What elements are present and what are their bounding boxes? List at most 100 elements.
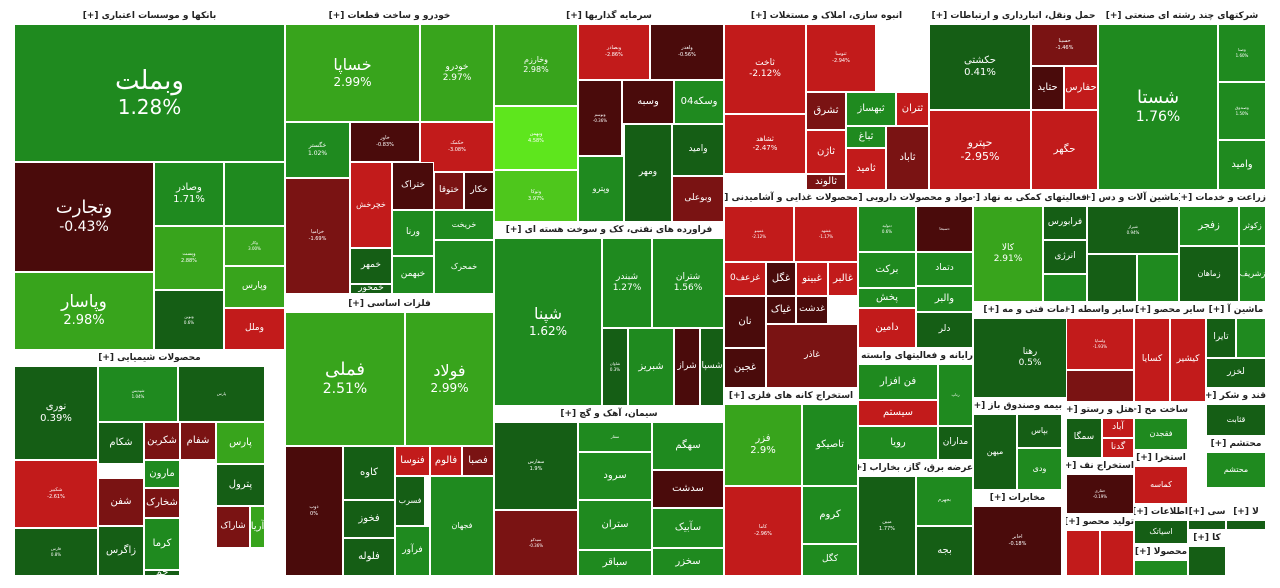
stock-tile[interactable]: زفجر: [1179, 206, 1239, 246]
sector-title[interactable]: اطلاعات [+]: [1134, 504, 1188, 520]
stock-tile[interactable]: وپارس: [224, 266, 285, 308]
sector-title[interactable]: عرضه برق، گاز، بخاراب [+]: [858, 460, 973, 476]
stock-tile[interactable]: وسبه: [622, 80, 674, 124]
stock-tile[interactable]: وصندوق 1.50%: [1218, 82, 1266, 140]
stock-tile[interactable]: ومهر: [624, 124, 672, 222]
stock-tile[interactable]: انرژی: [1043, 240, 1087, 274]
stock-tile[interactable]: ثامید: [846, 148, 886, 190]
stock-tile[interactable]: دسبحا: [916, 206, 973, 252]
stock-tile[interactable]: فزر 2.9%: [724, 404, 802, 486]
sector-title[interactable]: فعالیتهای کمکی به نهاد [+]: [973, 190, 1087, 206]
stock-tile[interactable]: سباقر: [578, 550, 652, 576]
stock-tile[interactable]: خساپا 2.99%: [285, 24, 420, 122]
sector-title[interactable]: هتل و رستو [+]: [1066, 402, 1134, 418]
stock-tile[interactable]: مداران: [938, 426, 973, 460]
stock-tile[interactable]: مارون: [144, 460, 180, 488]
stock-tile[interactable]: وپاسار 2.98%: [14, 272, 154, 350]
stock-tile[interactable]: فنوسا: [395, 446, 430, 476]
sector-title[interactable]: شرکتهای چند رشته ای صنعتی [+]: [1098, 8, 1266, 24]
stock-tile[interactable]: وملل: [224, 308, 285, 350]
stock-tile[interactable]: آباد: [1102, 418, 1134, 438]
stock-tile[interactable]: غیاک: [766, 296, 796, 324]
stock-tile[interactable]: [1066, 530, 1100, 576]
stock-tile[interactable]: اسیاتک: [1134, 520, 1188, 544]
sector-title[interactable]: محصولات غذایی و آشامیدنی [+]: [724, 190, 858, 206]
stock-tile[interactable]: شپدیس 1.04%: [98, 366, 178, 422]
stock-tile[interactable]: وکار 3.00%: [224, 226, 285, 266]
stock-tile[interactable]: حتاید: [1031, 66, 1064, 110]
stock-tile[interactable]: فلوله: [343, 538, 395, 576]
stock-tile[interactable]: ونوین 0.6%: [154, 290, 224, 350]
sector-title[interactable]: خدمات فنی و مه [+]: [973, 302, 1087, 318]
stock-tile[interactable]: فقجدن: [1134, 418, 1188, 450]
sector-title[interactable]: بانکها و موسسات اعتباری [+]: [14, 8, 285, 24]
stock-tile[interactable]: شپنا 1.62%: [494, 238, 602, 406]
stock-tile[interactable]: ذوب 0%: [285, 446, 343, 576]
stock-tile[interactable]: [1226, 520, 1266, 530]
stock-tile[interactable]: شکبیر -2.61%: [14, 460, 98, 528]
stock-tile[interactable]: فارس 0.8%: [14, 528, 98, 576]
stock-tile[interactable]: غشهد -1.17%: [794, 206, 858, 262]
stock-tile[interactable]: شتران 1.56%: [652, 238, 724, 328]
stock-tile[interactable]: ثبهساز: [846, 92, 896, 126]
stock-tile[interactable]: کیشیر: [1170, 318, 1206, 402]
stock-tile[interactable]: آریا: [250, 506, 265, 548]
stock-tile[interactable]: غالبر: [828, 262, 858, 296]
stock-tile[interactable]: سدشت: [652, 470, 724, 508]
stock-tile[interactable]: دتماد: [916, 252, 973, 286]
stock-tile[interactable]: ثاژن: [806, 130, 846, 174]
stock-tile[interactable]: پارس: [178, 366, 265, 422]
sector-title[interactable]: حمل ونقل، انبارداری و ارتباطات [+]: [929, 8, 1098, 24]
stock-tile[interactable]: شفن: [98, 478, 144, 526]
stock-tile[interactable]: غجین: [724, 348, 766, 388]
stock-tile[interactable]: [1188, 546, 1226, 576]
stock-tile[interactable]: فالوم: [430, 446, 462, 476]
stock-tile[interactable]: خمهر: [350, 248, 392, 284]
stock-tile[interactable]: خمحور: [350, 284, 392, 294]
stock-tile[interactable]: ثاباد: [886, 126, 929, 190]
sector-title[interactable]: لا [+]: [1226, 504, 1266, 520]
stock-tile[interactable]: خریخت: [434, 210, 494, 240]
stock-tile[interactable]: وسکه04: [674, 80, 724, 124]
stock-tile[interactable]: سخزر: [652, 548, 724, 576]
stock-tile[interactable]: شبندر 1.27%: [602, 238, 652, 328]
stock-tile[interactable]: کماسه: [1134, 466, 1188, 504]
stock-tile[interactable]: سفارس 1.9%: [494, 422, 578, 510]
stock-tile[interactable]: خاور -0.83%: [350, 122, 420, 162]
stock-tile[interactable]: ثاخت -2.12%: [724, 24, 806, 114]
sector-title[interactable]: ماشین آ [+]: [1206, 302, 1266, 318]
stock-tile[interactable]: کرما: [144, 518, 180, 570]
stock-tile[interactable]: وپترو: [578, 156, 624, 222]
stock-tile[interactable]: وبصادر -2.86%: [578, 24, 650, 80]
stock-tile[interactable]: کاوه: [343, 446, 395, 500]
sector-title[interactable]: زراعت و خدمات [+]: [1179, 190, 1266, 206]
stock-tile[interactable]: وامید: [672, 124, 724, 176]
sector-title[interactable]: انبوه سازی، املاک و مستغلات [+]: [724, 8, 929, 24]
sector-title[interactable]: خودرو و ساخت قطعات [+]: [285, 8, 494, 24]
stock-tile[interactable]: فملی 2.51%: [285, 312, 405, 446]
stock-tile[interactable]: قثابت: [1206, 404, 1266, 436]
sector-title[interactable]: کا [+]: [1188, 530, 1226, 546]
stock-tile[interactable]: حپترو -2.95%: [929, 110, 1031, 190]
stock-tile[interactable]: سفار: [578, 422, 652, 452]
stock-tile[interactable]: خودرو 2.97%: [420, 24, 494, 122]
stock-tile[interactable]: شاوان 0.3%: [602, 328, 628, 406]
stock-tile[interactable]: خگستر 1.02%: [285, 122, 350, 178]
stock-tile[interactable]: شخارک: [144, 488, 180, 518]
stock-tile[interactable]: [1043, 274, 1087, 302]
sector-title[interactable]: ساخت مح [+]: [1134, 402, 1188, 418]
sector-title[interactable]: بیمه وصندوق باز [+]: [973, 398, 1062, 414]
stock-tile[interactable]: شراز: [674, 328, 700, 406]
stock-tile[interactable]: سآبیک: [652, 508, 724, 548]
stock-tile[interactable]: محتشم: [1206, 452, 1266, 488]
stock-tile[interactable]: فرآور: [395, 526, 430, 576]
sector-title[interactable]: فراورده های نفتی، کک و سوخت هسته ای [+]: [494, 222, 724, 238]
stock-tile[interactable]: وصنا 1.60%: [1218, 24, 1266, 82]
stock-tile[interactable]: ثتران: [896, 92, 929, 126]
stock-tile[interactable]: شاراک: [216, 506, 250, 548]
stock-tile[interactable]: وبهمن 4.58%: [494, 106, 578, 170]
sector-title[interactable]: قند و شکر [+]: [1206, 388, 1266, 404]
stock-tile[interactable]: تاصیکو: [802, 404, 858, 486]
sector-title[interactable]: محتشم [+]: [1206, 436, 1266, 452]
stock-tile[interactable]: گدنا: [1102, 438, 1134, 458]
